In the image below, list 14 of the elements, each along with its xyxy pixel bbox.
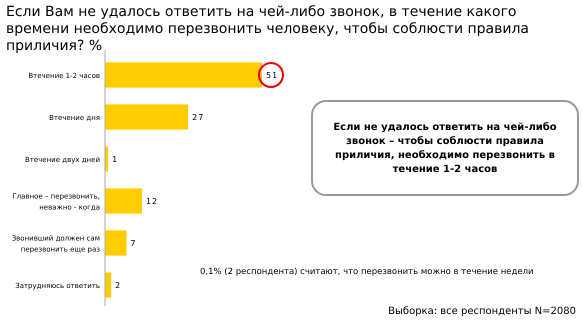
bar: [105, 188, 142, 214]
chart-title: Если Вам не удалось ответить на чей-либо звонок, в течение какого времени необходимо перезвонить человеку, чтобы соблюсти правила приличия? %: [6, 4, 529, 54]
data-label: 51: [266, 71, 278, 80]
data-label: 1: [112, 155, 118, 164]
text: Если не удалось ответить на чей-либо звонок – чтобы соблюсти правила приличия, необходимо перезвонить в течение 1-2 часов: [333, 122, 557, 175]
annotation: 0,1% (2 респондента) считают, что перезвонить можно в течение недели: [200, 267, 534, 277]
data-label: 12: [146, 197, 158, 206]
data-label: 2: [115, 281, 122, 290]
bar: [105, 62, 262, 88]
bar: [105, 104, 188, 130]
text: Выборка: все респонденты N=2080: [388, 306, 576, 317]
bar: [105, 230, 127, 256]
data-label: 27: [192, 113, 204, 122]
data-label: 7: [130, 239, 137, 248]
